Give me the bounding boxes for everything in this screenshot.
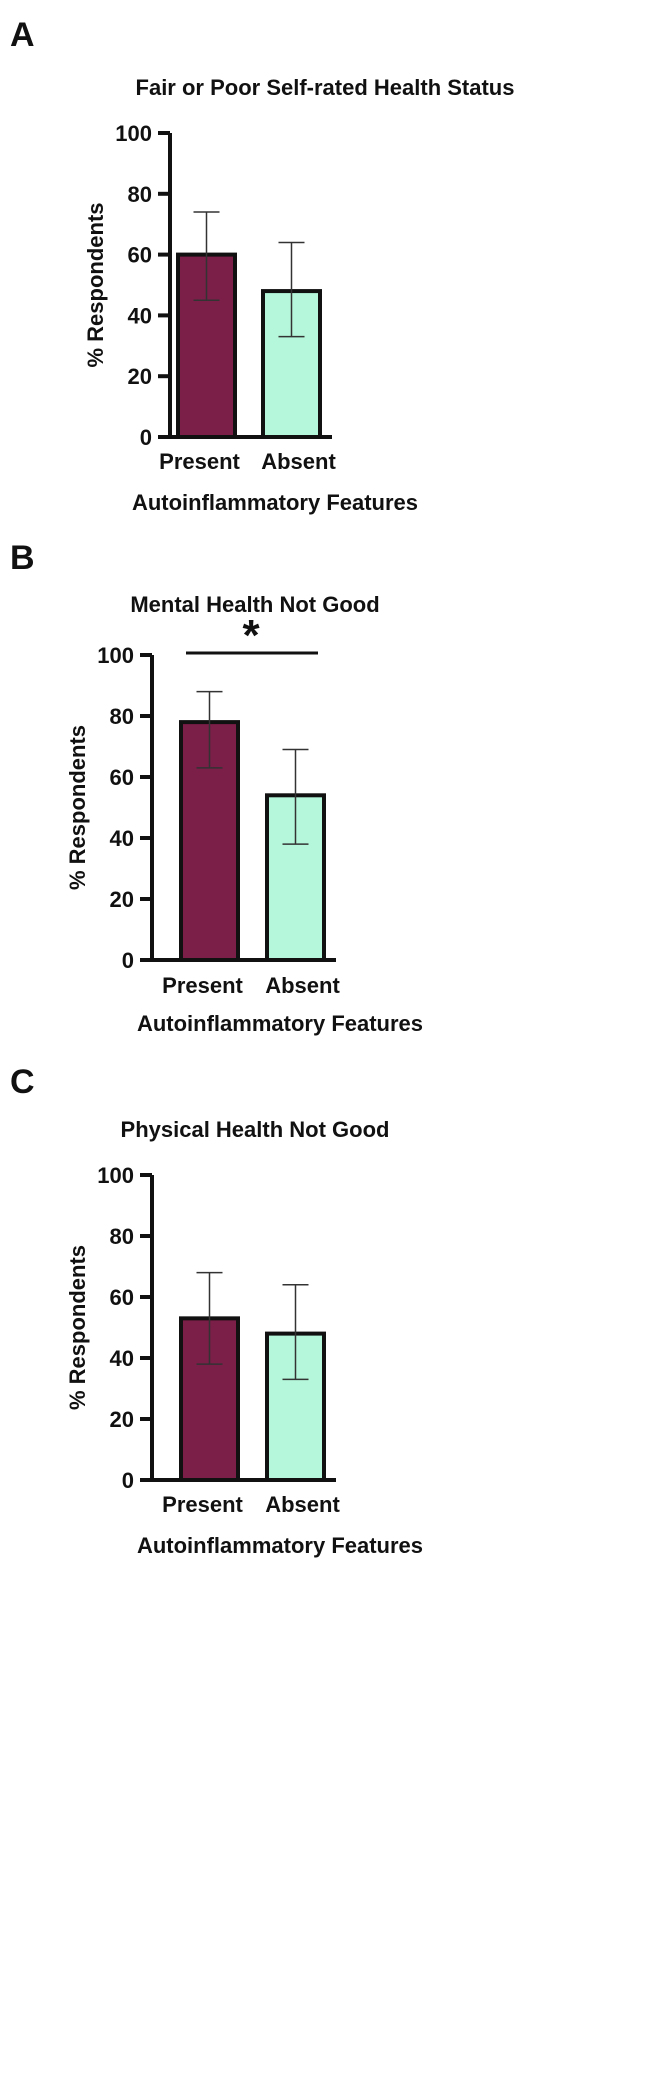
y-tick-label: 80 — [110, 704, 134, 729]
y-tick-label: 80 — [110, 1224, 134, 1249]
y-tick-label: 20 — [128, 364, 152, 389]
y-axis-label: % Respondents — [65, 725, 90, 890]
x-axis-label: Autoinflammatory Features — [137, 1533, 423, 1558]
bar-absent — [265, 1331, 326, 1482]
chart-panel-b: B Mental Health Not Good 0 20 40 60 80 100 % Res… — [10, 539, 423, 1036]
chart-panel-c: C Physical Health Not Good 0 20 40 60 80 100 % R… — [10, 1063, 423, 1558]
y-tick-label: 0 — [140, 425, 152, 450]
y-tick-label: 0 — [122, 948, 134, 973]
y-tick-label: 40 — [110, 826, 134, 851]
y-tick-label: 60 — [128, 243, 152, 268]
y-tick-label: 20 — [110, 1407, 134, 1432]
y-tick-label: 60 — [110, 765, 134, 790]
category-label-present: Present — [162, 1492, 243, 1517]
y-tick-label: 80 — [128, 182, 152, 207]
y-tick-label: 60 — [110, 1285, 134, 1310]
y-tick-label: 20 — [110, 887, 134, 912]
category-label-absent: Absent — [261, 449, 336, 474]
category-label-present: Present — [162, 973, 243, 998]
panel-letter: C — [10, 1063, 35, 1101]
y-tick-label: 100 — [97, 643, 134, 668]
chart-title: Fair or Poor Self-rated Health Status — [136, 75, 515, 100]
chart-panel-a: A Fair or Poor Self-rated Health Status 0 2… — [10, 16, 514, 515]
category-label-absent: Absent — [265, 1492, 340, 1517]
panel-letter: B — [10, 539, 35, 577]
category-label-absent: Absent — [265, 973, 340, 998]
y-tick-label: 40 — [128, 303, 152, 328]
y-tick-label: 100 — [115, 121, 152, 146]
x-axis-label: Autoinflammatory Features — [132, 490, 418, 515]
panel-letter: A — [10, 16, 35, 54]
chart-title: Mental Health Not Good — [130, 592, 379, 617]
x-axis-label: Autoinflammatory Features — [137, 1011, 423, 1036]
category-label-present: Present — [159, 449, 240, 474]
significance-marker: * — [242, 611, 260, 660]
y-tick-label: 0 — [122, 1468, 134, 1493]
y-axis-label: % Respondents — [65, 1245, 90, 1410]
y-tick-label: 40 — [110, 1346, 134, 1371]
y-tick-label: 100 — [97, 1163, 134, 1188]
y-axis-label: % Respondents — [83, 202, 108, 367]
chart-title: Physical Health Not Good — [121, 1117, 390, 1142]
